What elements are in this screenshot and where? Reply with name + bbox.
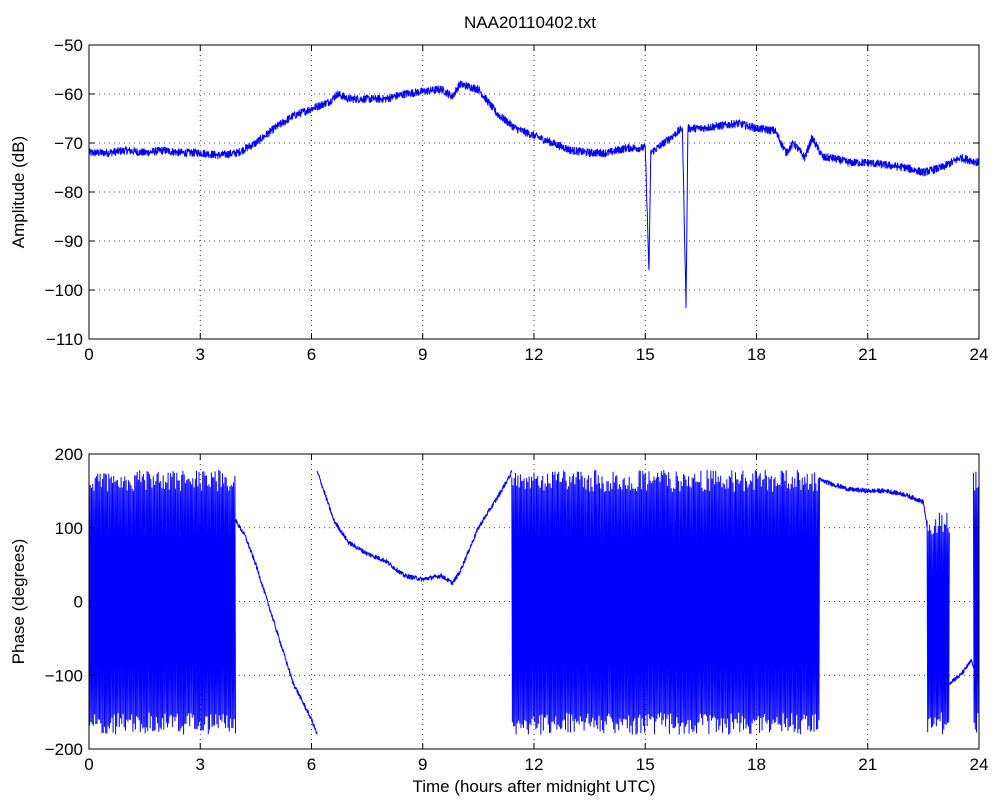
amplitude-y-axis-label: Amplitude (dB) <box>9 136 28 248</box>
x-tick-label: 24 <box>970 345 989 364</box>
phase-panel: 0 3 6 9 12 15 18 21 24 −200 −100 0 100 200 Phase (degr… <box>9 445 988 796</box>
chart-title: NAA20110402.txt <box>464 13 596 32</box>
x-tick-label: 9 <box>418 755 427 774</box>
y-tick-label: −110 <box>46 330 83 349</box>
amplitude-series-line <box>88 80 980 309</box>
y-tick-label: 0 <box>74 593 83 612</box>
phase-series-line <box>88 469 980 735</box>
y-tick-label: 200 <box>55 445 83 464</box>
x-axis-label: Time (hours after midnight UTC) <box>412 777 655 796</box>
y-tick-label: −80 <box>54 183 83 202</box>
y-tick-label: 100 <box>55 519 83 538</box>
x-tick-label: 18 <box>747 755 766 774</box>
x-tick-label: 15 <box>636 755 655 774</box>
x-tick-label: 15 <box>636 345 655 364</box>
x-tick-label: 12 <box>525 345 544 364</box>
x-tick-label: 0 <box>84 755 93 774</box>
x-tick-label: 12 <box>525 755 544 774</box>
x-tick-label: 6 <box>307 755 316 774</box>
y-tick-label: −100 <box>45 281 83 300</box>
y-tick-label: −50 <box>54 36 83 55</box>
y-tick-label: −90 <box>54 232 83 251</box>
y-tick-label: −100 <box>45 666 83 685</box>
x-tick-label: 21 <box>858 755 877 774</box>
x-tick-label: 3 <box>196 755 205 774</box>
y-tick-label: −60 <box>54 85 83 104</box>
x-tick-label: 18 <box>747 345 766 364</box>
x-tick-label: 24 <box>970 755 989 774</box>
amplitude-panel: 0 3 6 9 12 15 18 21 24 −110 −100 −90 −80 −70 −60 −50 Amp… <box>9 36 988 364</box>
x-tick-label: 9 <box>418 345 427 364</box>
phase-y-axis-label: Phase (degrees) <box>9 539 28 665</box>
y-tick-label: −70 <box>54 134 83 153</box>
x-tick-label: 3 <box>196 345 205 364</box>
x-tick-label: 0 <box>84 345 93 364</box>
x-tick-label: 6 <box>307 345 316 364</box>
x-tick-label: 21 <box>858 345 877 364</box>
y-tick-label: −200 <box>45 740 83 759</box>
